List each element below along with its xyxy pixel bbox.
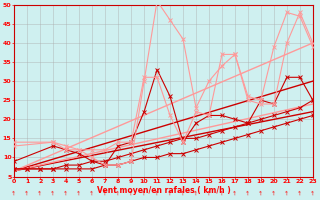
Text: ↗: ↗ — [37, 190, 44, 197]
Text: ↗: ↗ — [102, 190, 108, 197]
Text: ↗: ↗ — [193, 190, 199, 197]
Text: ↗: ↗ — [154, 190, 161, 197]
Text: ↗: ↗ — [284, 190, 290, 197]
Text: ↗: ↗ — [76, 190, 83, 197]
Text: ↗: ↗ — [50, 190, 57, 197]
Text: ↗: ↗ — [244, 190, 251, 197]
Text: ↗: ↗ — [180, 190, 187, 197]
Text: ↗: ↗ — [141, 190, 148, 197]
Text: ↗: ↗ — [296, 190, 303, 197]
Text: ↗: ↗ — [309, 190, 316, 197]
Text: ↗: ↗ — [89, 190, 96, 197]
Text: ↗: ↗ — [258, 190, 264, 197]
Text: ↗: ↗ — [11, 190, 18, 197]
Text: ↗: ↗ — [232, 190, 238, 197]
Text: ↗: ↗ — [206, 190, 212, 197]
Text: ↗: ↗ — [219, 190, 225, 197]
Text: ↗: ↗ — [63, 190, 70, 197]
Text: ↗: ↗ — [24, 190, 31, 197]
X-axis label: Vent moyen/en rafales ( km/h ): Vent moyen/en rafales ( km/h ) — [97, 186, 230, 195]
Text: ↗: ↗ — [167, 190, 173, 197]
Text: ↗: ↗ — [270, 190, 277, 197]
Text: ↗: ↗ — [128, 190, 134, 197]
Text: ↗: ↗ — [115, 190, 122, 197]
